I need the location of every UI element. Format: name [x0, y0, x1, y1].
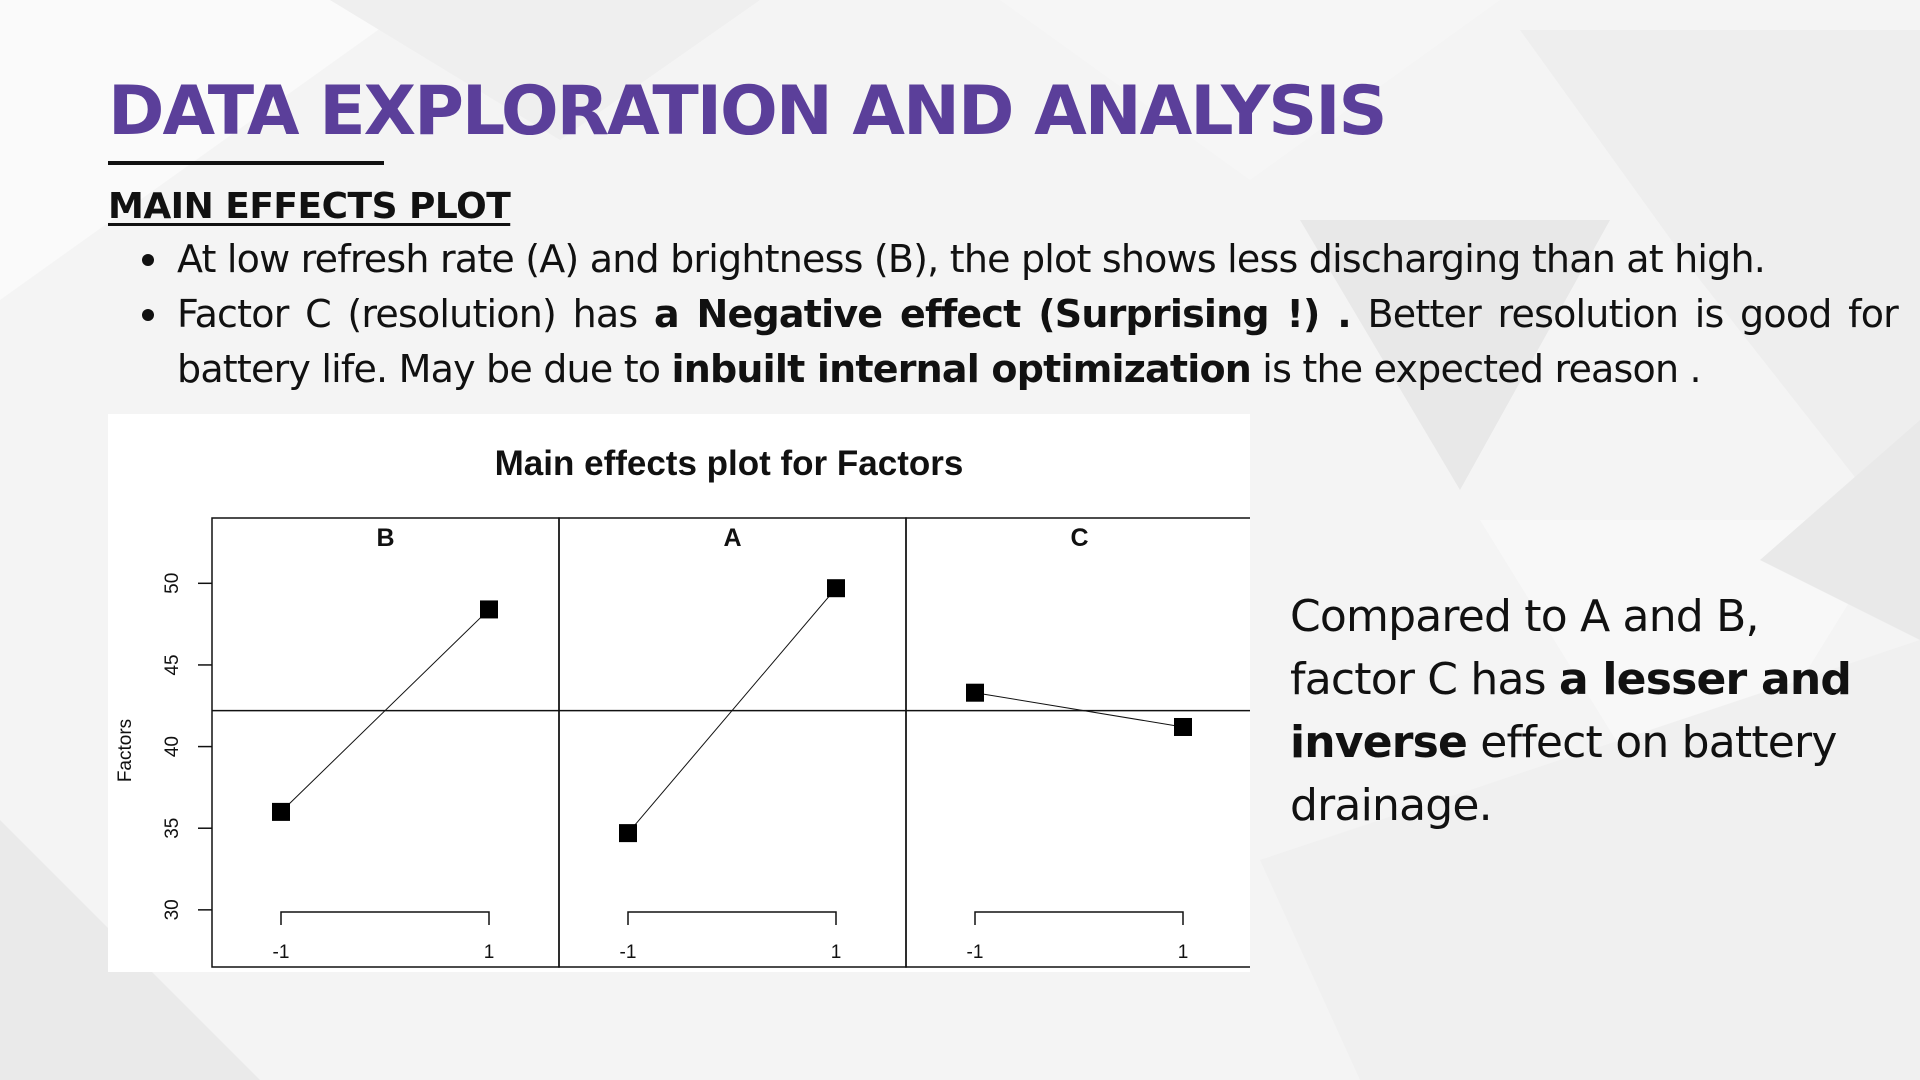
main-effects-chart: Main effects plot for Factors Factors 30 35… — [108, 414, 1250, 972]
bullet-text: Factor C (resolution) has — [177, 292, 654, 336]
x-tick-label: -1 — [967, 942, 984, 963]
panel-frame — [211, 517, 560, 968]
bullet-list: At low refresh rate (A) and brightness (… — [108, 232, 1899, 397]
panel-label: A — [723, 524, 741, 552]
x-tick-label: 1 — [1178, 942, 1189, 963]
data-point — [827, 579, 845, 598]
bullet-dot — [142, 309, 154, 321]
effect-line — [280, 609, 490, 813]
x-tick-label: -1 — [620, 942, 637, 963]
x-tick-label: -1 — [273, 942, 290, 963]
x-tick-label: 1 — [831, 942, 842, 963]
x-axis-bracket — [627, 911, 837, 925]
chart-svg: Main effects plot for Factors Factors 30 35… — [115, 444, 1250, 968]
bullet-item-1: At low refresh rate (A) and brightness (… — [108, 232, 1898, 287]
x-tick-label: 1 — [484, 942, 495, 963]
title-underline — [108, 161, 384, 165]
effect-line — [974, 692, 1184, 728]
panel-label: B — [376, 524, 394, 552]
data-point — [1174, 717, 1192, 736]
y-tick-label: 40 — [162, 736, 183, 757]
bullet-emphasis: a Negative effect (Surprising !) . — [653, 292, 1352, 336]
x-axis-bracket — [280, 911, 490, 925]
y-axis-label: Factors — [115, 719, 136, 782]
panel-frame — [558, 517, 907, 968]
side-emphasis: a lesser and inverse — [1290, 654, 1852, 768]
panel-label: C — [1070, 524, 1088, 552]
side-text: Compared to A and B, factor C has — [1290, 591, 1760, 705]
section-heading: MAIN EFFECTS PLOT — [108, 186, 511, 227]
bullet-text: is the expected reason . — [1251, 347, 1701, 391]
bullet-item-2: Factor C (resolution) has a Negative eff… — [108, 287, 1899, 397]
data-point — [272, 802, 290, 821]
data-point — [480, 600, 498, 619]
bullet-dot — [142, 254, 154, 266]
chart-title: Main effects plot for Factors — [495, 444, 964, 483]
slide-title: DATA EXPLORATION AND ANALYSIS — [108, 72, 1387, 151]
data-point — [619, 824, 637, 843]
y-tick-label: 50 — [162, 573, 183, 594]
side-text: effect on battery drainage. — [1290, 717, 1837, 831]
effect-line — [627, 587, 837, 834]
bullet-emphasis: inbuilt internal optimization — [671, 347, 1252, 391]
y-tick-label: 35 — [162, 818, 183, 839]
panel-frame — [905, 517, 1250, 968]
y-tick-label: 45 — [162, 654, 183, 675]
y-tick-label: 30 — [162, 899, 183, 920]
side-commentary: Compared to A and B, factor C has a less… — [1290, 585, 1890, 837]
bullet-text: At low refresh rate (A) and brightness (… — [177, 237, 1766, 281]
data-point — [966, 683, 984, 702]
bullet-text: Better resolution is good for battery li… — [177, 292, 1899, 391]
x-axis-bracket — [974, 911, 1184, 925]
